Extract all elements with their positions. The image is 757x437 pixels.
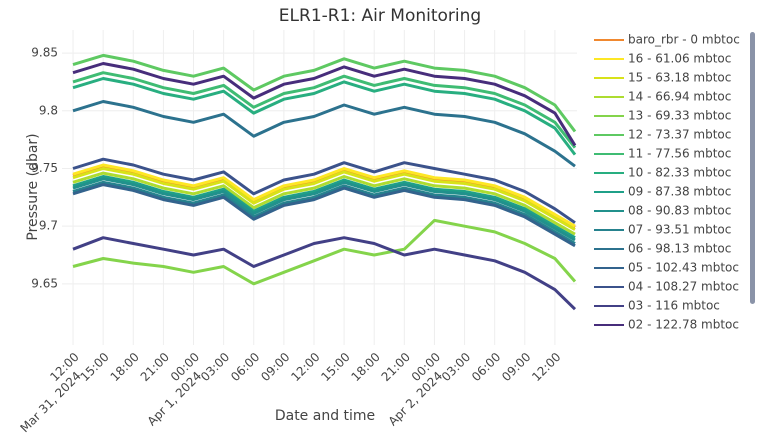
x-tick-label: 21:00 (138, 350, 172, 384)
plot-area (72, 53, 577, 311)
series-line (72, 163, 576, 228)
legend-label: 06 - 98.13 mbtoc (628, 242, 731, 256)
x-tick-label: 12:00 (529, 350, 563, 384)
legend-label: 11 - 77.56 mbtoc (628, 147, 731, 161)
legend-label: 02 - 122.78 mbtoc (628, 318, 739, 332)
x-tick-label: 00:00Apr 2, 2024 (375, 350, 454, 429)
x-tick-label: 09:00 (499, 350, 533, 384)
series-line (72, 167, 576, 231)
series-line (72, 183, 576, 248)
legend-scrollbar[interactable] (750, 32, 755, 304)
series-line (72, 175, 576, 240)
series-line (72, 77, 577, 156)
legend-label: 12 - 73.37 mbtoc (628, 128, 731, 142)
x-tick-label: 00:00Apr 1, 2024 (134, 350, 213, 429)
x-tick-label: 12:00Mar 31, 2024 (7, 350, 92, 433)
legend-label: 16 - 61.06 mbtoc (628, 52, 731, 66)
x-tick-label: 03:00 (439, 350, 473, 384)
series-line (72, 53, 577, 133)
legend-label: 09 - 87.38 mbtoc (628, 185, 731, 199)
legend-label: 15 - 63.18 mbtoc (628, 71, 731, 85)
x-tick-label: 15:00 (318, 350, 352, 384)
legend-label: baro_rbr - 0 mbtoc (628, 33, 740, 47)
y-tick-label: 9.7 (39, 219, 58, 233)
y-tick-label: 9.85 (31, 46, 58, 60)
x-tick-label: 12:00 (288, 350, 322, 384)
legend-label: 07 - 93.51 mbtoc (628, 223, 731, 237)
y-tick-label: 9.65 (31, 276, 58, 290)
legend-label: 13 - 69.33 mbtoc (628, 109, 731, 123)
series-line (72, 62, 577, 147)
series-line (72, 180, 576, 245)
chart-title: ELR1-R1: Air Monitoring (279, 6, 481, 26)
series-line (72, 171, 576, 236)
x-tick-label: 09:00 (258, 350, 292, 384)
legend: baro_rbr - 0 mbtoc 16 - 61.06 mbtoc 15 - 6… (594, 33, 740, 332)
legend-label: 10 - 82.33 mbtoc (628, 166, 731, 180)
x-tick-label: 06:00 (469, 350, 503, 384)
legend-label: 05 - 102.43 mbtoc (628, 261, 739, 275)
series-line (72, 236, 577, 311)
legend-label: 08 - 90.83 mbtoc (628, 204, 731, 218)
y-tick-label: 9.8 (39, 103, 58, 117)
y-axis-label: Pressure (dbar) (25, 133, 41, 240)
x-tick-label: 21:00 (379, 350, 413, 384)
x-tick-label: 06:00 (228, 350, 262, 384)
legend-label: 14 - 66.94 mbtoc (628, 90, 731, 104)
series-line (72, 71, 577, 149)
legend-label: 04 - 108.27 mbtoc (628, 280, 739, 294)
series-line (72, 177, 576, 242)
series-line (72, 100, 576, 168)
legend-label: 03 - 116 mbtoc (628, 299, 720, 313)
x-axis-label: Date and time (275, 408, 375, 424)
x-tick-label: 18:00 (108, 350, 142, 384)
x-tick-label: 15:00 (77, 350, 111, 384)
x-tick-label: 03:00 (198, 350, 232, 384)
series-line (72, 157, 576, 224)
series-line (72, 218, 577, 286)
y-tick-label: 9.75 (31, 161, 58, 175)
x-tick-label: 18:00 (349, 350, 383, 384)
